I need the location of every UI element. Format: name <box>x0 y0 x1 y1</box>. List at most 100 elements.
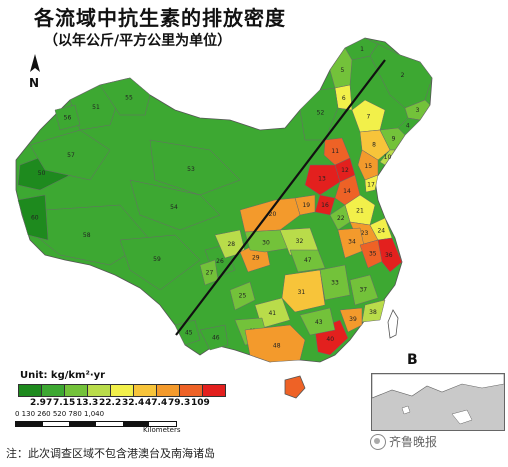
basin-region-47 <box>289 249 326 273</box>
basin-region-25 <box>229 281 256 311</box>
legend-swatch-9 <box>203 385 225 396</box>
basin-region-label: 22 <box>337 215 345 222</box>
legend-swatch-3 <box>65 385 88 396</box>
basin-region-label: 38 <box>369 309 377 316</box>
legend-break-label: 109 <box>191 398 210 408</box>
legend-break-label: 22.2 <box>99 398 122 408</box>
basin-region-55 <box>99 77 151 116</box>
basin-region-53 <box>149 139 241 196</box>
legend-swatch-2 <box>42 385 65 396</box>
north-label: N <box>29 76 40 90</box>
basin-region-label: 36 <box>385 252 393 259</box>
inset-map-graphic <box>372 374 504 425</box>
basin-region-54 <box>129 179 221 231</box>
hainan-island <box>284 375 306 399</box>
basin-region-label: 32 <box>296 238 304 245</box>
basin-region-label: 4 <box>406 122 410 129</box>
basin-region-48 <box>244 324 306 363</box>
map-title: 各流域中抗生素的排放密度 <box>34 6 286 30</box>
basin-region-label: 1 <box>360 46 364 53</box>
basin-region-label: 53 <box>187 166 195 173</box>
scale-bar: 0 130 260 520 780 1,040 Kilometers <box>15 410 215 440</box>
basin-region-5 <box>329 47 353 89</box>
basin-region-label: 56 <box>64 115 72 122</box>
basin-region-45 <box>174 319 201 346</box>
basin-region-39 <box>339 307 363 333</box>
basin-region-label: 3 <box>416 107 420 114</box>
legend-swatch-8 <box>180 385 203 396</box>
basin-region-label: 15 <box>364 163 372 170</box>
basin-region-label: 25 <box>239 293 247 300</box>
basin-region-label: 50 <box>38 170 46 177</box>
basin-region-label: 14 <box>343 188 351 195</box>
basin-region-label: 43 <box>315 319 323 326</box>
legend-swatch-6 <box>134 385 157 396</box>
basin-region-label: 54 <box>170 204 178 211</box>
north-arrow-icon <box>30 54 40 72</box>
basin-region-label: 45 <box>185 330 193 337</box>
basin-region-label: 47 <box>304 257 312 264</box>
basin-region-label: 27 <box>206 270 214 277</box>
basin-region-label: 46 <box>212 335 220 342</box>
basin-region-2 <box>369 43 433 109</box>
basin-region-label: 9 <box>392 136 396 143</box>
basin-region-label: 60 <box>31 215 39 222</box>
basin-region-label: 24 <box>377 227 385 234</box>
basin-region-label: 28 <box>227 241 235 248</box>
basin-region-label: 34 <box>348 239 356 246</box>
basin-region-10 <box>379 149 396 166</box>
legend-ticks: 2.97 7.15 13.3 22.2 32.4 47.4 79.3 109 <box>22 398 232 410</box>
scale-unit: Kilometers <box>143 426 181 434</box>
basin-region-label: 20 <box>269 211 277 218</box>
basin-region-label: 11 <box>331 148 339 155</box>
basin-region-13 <box>304 164 341 196</box>
basin-region-38 <box>361 299 386 323</box>
basin-region-52 <box>299 87 339 141</box>
legend-title: Unit: kg/km²·yr <box>20 370 106 381</box>
basin-region-label: 41 <box>268 310 276 317</box>
basin-region-17 <box>364 174 379 193</box>
watermark: 齐鲁晚报 <box>370 433 437 450</box>
basin-region-label: 39 <box>349 316 357 323</box>
scale-labels: 0 130 260 520 780 1,040 <box>15 410 105 418</box>
basin-region-31 <box>281 269 326 313</box>
basin-region-label: 33 <box>331 280 339 287</box>
legend-break-label: 7.15 <box>53 398 76 408</box>
legend-color-bar <box>18 384 226 397</box>
basin-region-43 <box>299 307 336 336</box>
basin-region-label: 12 <box>341 167 349 174</box>
basin-region-label: 6 <box>342 95 346 102</box>
basin-region-60 <box>17 194 49 241</box>
basin-region-3 <box>404 99 431 121</box>
legend-break-label: 13.3 <box>76 398 99 408</box>
basin-region-label: 31 <box>298 289 306 296</box>
basin-region-label: 37 <box>359 287 367 294</box>
basin-region-46 <box>199 324 229 351</box>
basin-region-label: 59 <box>153 256 161 263</box>
basin-region-label: 35 <box>369 250 377 257</box>
legend-break-label: 79.3 <box>168 398 191 408</box>
basin-region-8 <box>359 129 391 161</box>
footnote: 注：此次调查区域不包含港澳台及南海诸岛 <box>6 447 215 460</box>
basin-region-label: 55 <box>125 95 133 102</box>
basin-region-30 <box>244 229 291 253</box>
basin-region-label: 30 <box>262 239 270 246</box>
basin-region-label: 19 <box>302 202 310 209</box>
basin-region-label: 16 <box>321 202 329 209</box>
basin-region-label: 7 <box>366 113 370 120</box>
basin-region-57 <box>29 129 111 181</box>
basin-region-label: 52 <box>317 110 325 117</box>
south-china-sea-inset <box>371 373 505 431</box>
basin-region-59 <box>119 234 201 291</box>
basin-region-label: 26 <box>216 258 224 265</box>
basin-region-label: 2 <box>401 72 405 79</box>
basin-region-label: 58 <box>83 232 91 239</box>
basin-region-label: 29 <box>252 254 260 261</box>
basin-region-7 <box>351 99 386 133</box>
basin-region-label: 8 <box>372 141 376 148</box>
basin-region-label: 48 <box>273 342 281 349</box>
basin-region-label: 5 <box>340 67 344 74</box>
basin-region-36 <box>377 237 403 273</box>
basin-region-33 <box>319 264 351 301</box>
